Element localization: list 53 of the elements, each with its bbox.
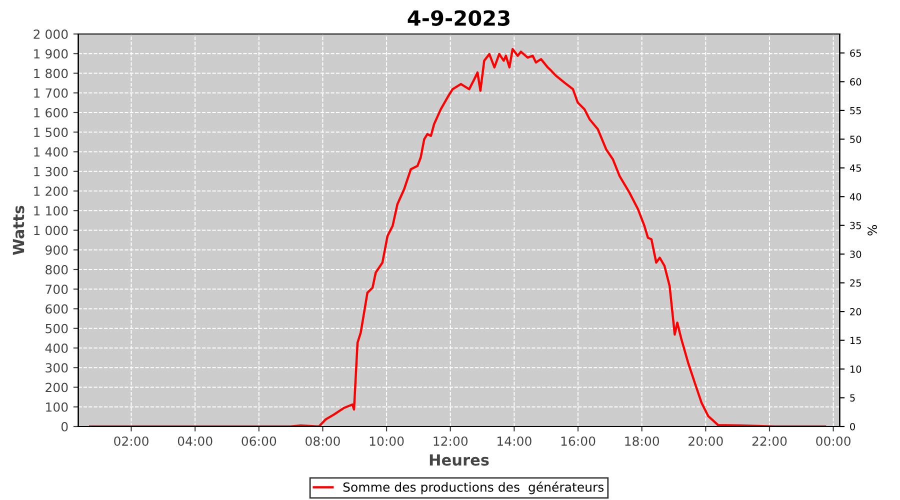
x-tick-label: 10:00 <box>370 436 404 446</box>
y2-tick-label: 0 <box>850 422 855 430</box>
x-axis-title: Heures <box>430 454 489 466</box>
x-tick-label: 20:00 <box>688 436 723 446</box>
x-tick-label: 00:00 <box>816 436 850 446</box>
y-tick-label: 800 <box>46 264 68 274</box>
y-tick-label: 100 <box>46 402 68 412</box>
x-tick-label: 14:00 <box>498 436 532 446</box>
y2-tick-label: 20 <box>850 308 862 316</box>
y2-tick-label: 30 <box>850 250 862 258</box>
y-tick-label: 2 000 <box>34 29 68 39</box>
x-tick-label: 08:00 <box>306 436 340 446</box>
y-tick-label: 200 <box>46 382 68 392</box>
y-tick-label: 1 000 <box>34 226 68 236</box>
y2-tick-label: 40 <box>850 193 862 200</box>
y-tick-label: 1 800 <box>34 68 68 78</box>
x-tick-label: 18:00 <box>625 436 660 446</box>
legend-label: Somme des productions des générateurs <box>343 482 604 494</box>
y-tick-label: 1 500 <box>34 128 68 138</box>
y-tick-label: 600 <box>46 304 68 314</box>
x-tick-label: 12:00 <box>434 436 468 446</box>
chart-title: 4-9-2023 <box>408 10 510 26</box>
y2-tick-label: 35 <box>850 222 861 230</box>
y2-tick-label: 65 <box>850 49 861 57</box>
y-tick-label: 1 200 <box>34 186 68 196</box>
y-tick-label: 1 300 <box>34 166 68 176</box>
y-tick-label: 700 <box>46 284 68 294</box>
x-tick-label: 06:00 <box>242 436 276 446</box>
y2-tick-label: 25 <box>850 279 861 287</box>
y-tick-label: 400 <box>45 343 68 353</box>
y-tick-label: 500 <box>46 324 68 334</box>
x-tick-label: 04:00 <box>178 436 212 446</box>
y-tick-label: 1 900 <box>34 49 68 59</box>
line-series <box>88 48 826 426</box>
y-tick-label: 1 100 <box>34 206 68 216</box>
y2-tick-label: 55 <box>850 107 861 114</box>
x-tick-label: 16:00 <box>561 436 596 446</box>
y-tick-label: 900 <box>46 245 68 255</box>
y2-tick-label: 15 <box>850 336 861 344</box>
y-tick-label: 1 400 <box>34 147 68 157</box>
y-tick-label: 0 <box>61 422 68 432</box>
y2-tick-label: 10 <box>850 366 862 373</box>
x-tick-label: 02:00 <box>114 436 148 446</box>
y2-axis-title: % <box>868 225 878 236</box>
y-tick-label: 1 600 <box>34 108 68 118</box>
y2-tick-label: 5 <box>850 394 855 402</box>
y2-tick-label: 45 <box>850 164 861 172</box>
y2-tick-label: 60 <box>850 78 862 86</box>
x-tick-label: 22:00 <box>752 436 787 446</box>
y-tick-label: 1 700 <box>34 88 68 98</box>
y-tick-label: 300 <box>46 363 68 373</box>
y2-tick-label: 50 <box>850 136 862 143</box>
y-axis-title: Watts <box>12 206 24 255</box>
